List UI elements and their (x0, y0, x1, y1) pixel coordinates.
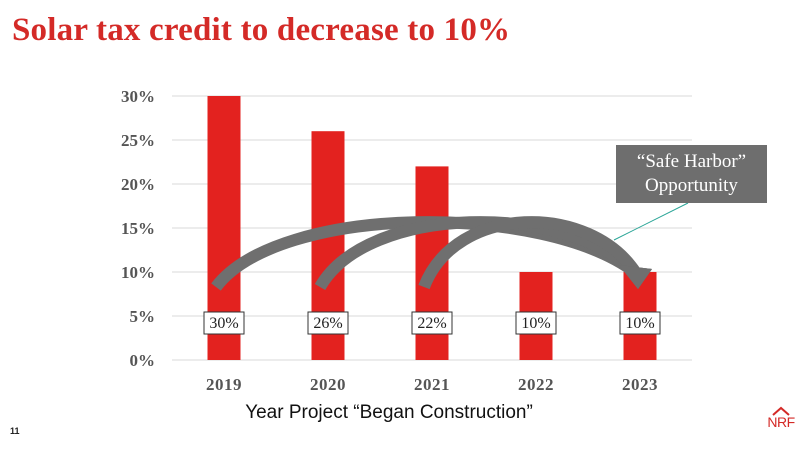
safe-harbor-arrow (418, 216, 642, 290)
y-tick-label: 0% (130, 351, 156, 370)
data-label-box (411, 311, 453, 335)
safe-harbor-arrowhead (619, 265, 652, 289)
x-axis-ticks: 2019 2020 2021 2022 2023 (206, 375, 658, 394)
data-label-box (515, 311, 557, 335)
callout-leader-line (613, 202, 689, 241)
data-label: 22% (417, 315, 446, 332)
y-axis-ticks: 0% 5% 10% 15% 20% 25% 30% (121, 87, 155, 370)
y-tick-label: 30% (121, 87, 155, 106)
data-label: 30% (209, 315, 238, 332)
x-tick-label: 2022 (518, 375, 554, 394)
data-label-box (203, 311, 245, 335)
safe-harbor-callout: “Safe Harbor” Opportunity (616, 145, 767, 203)
y-tick-label: 5% (130, 307, 156, 326)
y-tick-label: 20% (121, 175, 155, 194)
x-tick-label: 2023 (622, 375, 658, 394)
data-label-box (619, 311, 661, 335)
x-tick-label: 2019 (206, 375, 242, 394)
y-tick-label: 15% (121, 219, 155, 238)
nrf-logo: NRF (764, 406, 798, 432)
data-label-box (307, 311, 349, 335)
page-number: 11 (10, 426, 20, 436)
logo-roof-icon (772, 406, 790, 416)
callout-line-1: “Safe Harbor” (636, 151, 747, 172)
x-axis-label: Year Project “Began Construction” (245, 402, 533, 423)
x-tick-label: 2021 (414, 375, 450, 394)
safe-harbor-arrows (211, 216, 652, 291)
safe-harbor-arrow (314, 216, 641, 291)
x-tick-label: 2020 (310, 375, 346, 394)
callout-line-2: Opportunity (645, 175, 738, 196)
data-label: 10% (521, 315, 550, 332)
data-labels: 30% 26% 22% 10% 10% (203, 311, 661, 335)
y-tick-label: 25% (121, 131, 155, 150)
data-label: 26% (313, 315, 342, 332)
slide-title: Solar tax credit to decrease to 10% (12, 12, 511, 48)
logo-text: NRF (767, 414, 795, 430)
y-tick-label: 10% (121, 263, 155, 282)
data-label: 10% (625, 315, 654, 332)
